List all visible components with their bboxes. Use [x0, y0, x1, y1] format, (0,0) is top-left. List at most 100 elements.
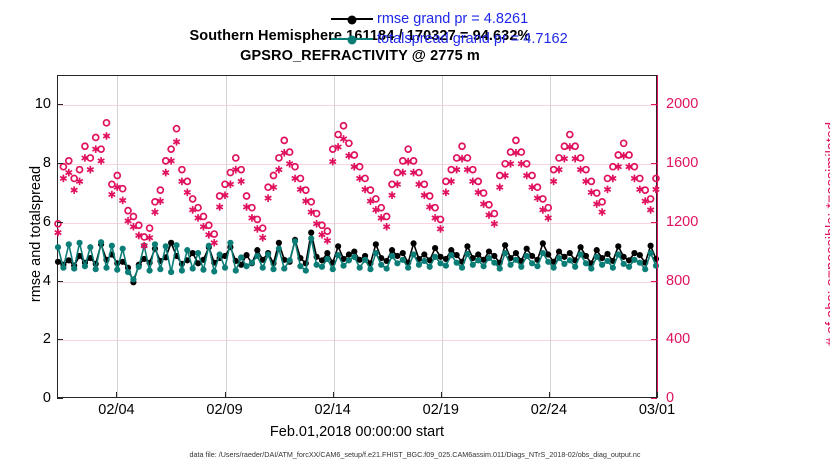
series-point [54, 258, 62, 265]
series-point [599, 261, 606, 268]
obs-possible-marker [124, 206, 132, 215]
x-axis-ticklabel: 02/04 [98, 402, 135, 418]
obs-assimilated-marker [646, 206, 655, 214]
obs-assimilated-marker [641, 197, 649, 205]
gridline-horizontal [58, 105, 656, 107]
obs-possible-marker [129, 212, 138, 221]
obs-assimilated-marker [108, 190, 116, 199]
obs-assimilated-marker [291, 174, 299, 183]
obs-possible-marker [652, 174, 660, 183]
page-title-line1: Southern Hemisphere 161184 / 170327 = 94… [189, 28, 531, 44]
obs-assimilated-marker [355, 174, 364, 183]
series-point [335, 252, 342, 259]
obs-possible-marker [603, 174, 612, 183]
legend-item-rmse[interactable]: rmse grand pr = 4.8261 [331, 9, 568, 29]
obs-possible-marker [81, 142, 89, 151]
y-axis-right-tick [651, 339, 657, 341]
series-point [647, 242, 654, 249]
obs-assimilated-marker [156, 197, 165, 205]
y-axis-left-ticklabel: 6 [42, 213, 51, 230]
obs-possible-marker [442, 177, 450, 186]
series-point [173, 242, 180, 249]
series-point [54, 244, 62, 251]
obs-assimilated-marker [399, 168, 407, 177]
gridline-vertical [225, 76, 227, 397]
obs-assimilated-marker [307, 208, 315, 216]
series-point [286, 257, 293, 264]
obs-assimilated-marker [135, 231, 143, 240]
series-point [141, 255, 148, 262]
obs-assimilated-marker [210, 239, 218, 247]
x-axis-ticklabel: 02/14 [314, 402, 351, 418]
obs-assimilated-marker [59, 174, 68, 183]
series-point [378, 261, 385, 268]
series-point [421, 257, 428, 265]
series-point [87, 244, 94, 251]
series-point [464, 243, 471, 250]
series-point [475, 257, 482, 264]
series-point [410, 251, 417, 258]
series-point [502, 242, 509, 249]
obs-assimilated-marker [598, 208, 606, 216]
series-point [512, 256, 520, 263]
series-point [566, 249, 573, 257]
obs-assimilated-marker [151, 208, 159, 216]
series-point [545, 251, 552, 258]
gridline-vertical [549, 76, 551, 397]
series-point [625, 257, 633, 264]
series-point [151, 241, 159, 248]
y-axis-right-ticklabel: 0 [666, 390, 675, 406]
obs-assimilated-marker [469, 177, 477, 186]
obs-assimilated-marker [603, 185, 612, 194]
obs-assimilated-marker [431, 214, 439, 222]
series-point [652, 262, 660, 269]
series-point [539, 249, 546, 257]
obs-assimilated-marker [393, 180, 402, 189]
y-axis-right-tick [651, 398, 657, 399]
obs-possible-marker [522, 159, 531, 168]
obs-assimilated-marker [512, 149, 520, 157]
gridline-vertical [333, 76, 335, 397]
series-point [259, 256, 266, 263]
obs-assimilated-marker [415, 180, 423, 189]
y-axis-left-ticklabel: 2 [42, 331, 51, 348]
obs-assimilated-marker [102, 132, 111, 140]
page-title-line2: GPSRO_REFRACTIVITY @ 2775 m [240, 48, 480, 64]
obs-possible-marker [91, 133, 100, 142]
obs-possible-marker [237, 165, 246, 174]
obs-assimilated-marker [609, 174, 617, 183]
gridline-horizontal [58, 340, 656, 342]
series-point [555, 248, 563, 255]
legend-item-totalspread[interactable]: totalspread grand pr = 4.7162 [331, 29, 568, 49]
series-point [216, 251, 223, 258]
obs-assimilated-marker [382, 222, 391, 231]
obs-possible-marker [549, 165, 558, 174]
series-point [615, 251, 622, 258]
legend-label: rmse grand pr = 4.8261 [377, 11, 529, 27]
obs-assimilated-marker [232, 165, 240, 174]
obs-assimilated-marker [544, 214, 552, 222]
y-axis-left-tick [57, 339, 63, 341]
series-point [259, 264, 266, 271]
series-point [313, 261, 320, 268]
series-point [329, 266, 336, 273]
series-point [625, 263, 633, 270]
series-point [60, 264, 67, 271]
x-axis-tick [548, 392, 550, 398]
obs-possible-marker [264, 183, 272, 192]
obs-assimilated-marker [447, 177, 455, 186]
y-axis-right-tick [651, 104, 657, 106]
series-point [71, 265, 78, 272]
series-point [65, 257, 72, 264]
y-axis-left-tick [57, 280, 63, 282]
series-point [593, 247, 600, 254]
obs-assimilated-marker [377, 214, 385, 222]
x-axis-label: Feb.01,2018 00:00:00 start [269, 424, 445, 440]
obs-assimilated-marker [145, 233, 154, 242]
obs-possible-marker [544, 203, 553, 212]
y-axis-left-tick [57, 163, 63, 165]
obs-possible-marker [334, 130, 342, 139]
series-point [636, 252, 643, 259]
series-point [194, 249, 202, 257]
obs-assimilated-marker [463, 165, 472, 174]
